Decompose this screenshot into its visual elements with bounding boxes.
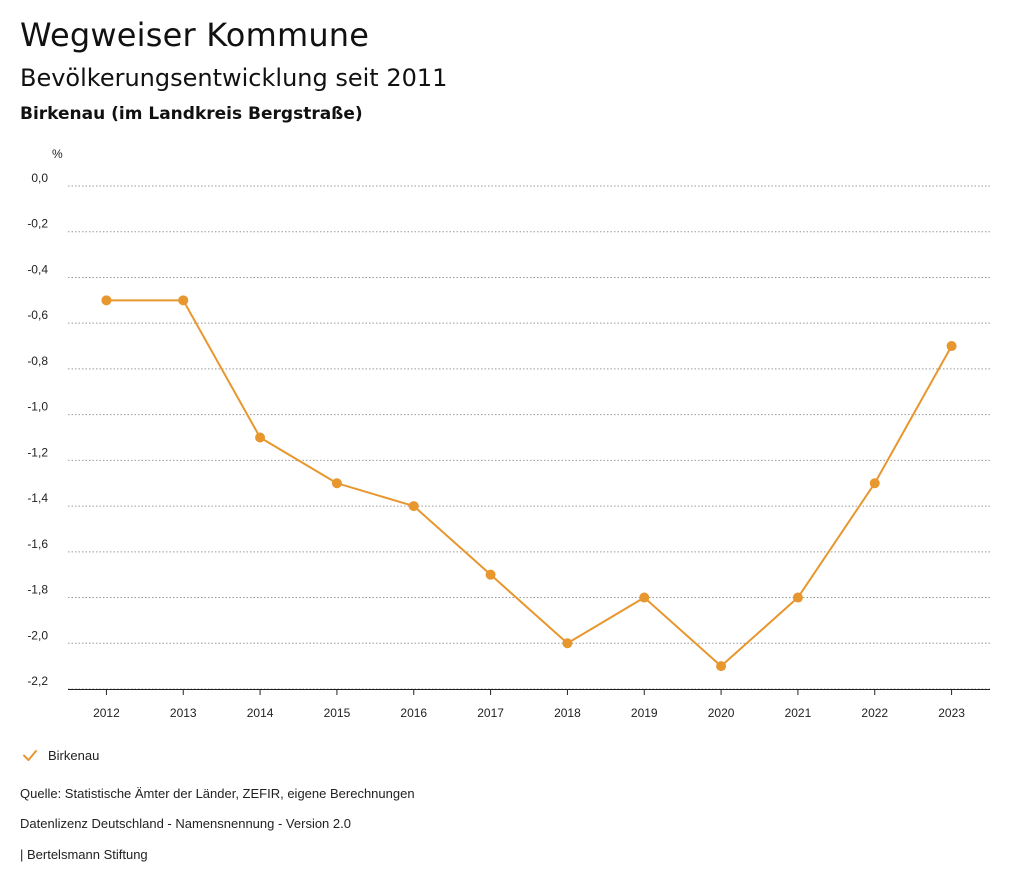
y-tick-label: -0,8 (27, 354, 48, 368)
y-tick-label: -1,2 (27, 445, 48, 459)
x-tick-label: 2018 (554, 706, 581, 720)
y-axis-unit-label: % (52, 147, 63, 161)
y-tick-label: -0,2 (27, 217, 48, 231)
series-line (106, 299, 953, 668)
x-tick-label: 2016 (400, 706, 427, 720)
x-tick-label: 2022 (861, 706, 888, 720)
data-point[interactable] (408, 501, 419, 512)
region-title: Birkenau (im Landkreis Bergstraße) (20, 104, 363, 124)
page-title: Wegweiser Kommune (20, 16, 370, 54)
data-point[interactable] (101, 295, 112, 306)
x-tick-label: 2020 (708, 706, 735, 720)
x-tick-label: 2017 (477, 706, 504, 720)
license-note: Datenlizenz Deutschland - Namensnennung … (20, 816, 351, 831)
x-tick-label: 2015 (324, 706, 351, 720)
y-tick-label: -0,4 (27, 262, 48, 276)
y-tick-label: 0,0 (31, 171, 48, 185)
x-tick-label: 2013 (170, 706, 197, 720)
source-note: Quelle: Statistische Ämter der Länder, Z… (20, 786, 415, 801)
data-point[interactable] (639, 592, 650, 603)
data-point[interactable] (716, 661, 727, 672)
x-tick-label: 2014 (247, 706, 274, 720)
y-tick-label: -2,0 (27, 628, 48, 642)
y-tick-label: -0,6 (27, 308, 48, 322)
legend-label: Birkenau (48, 747, 100, 763)
data-point[interactable] (946, 341, 957, 352)
chart-legend[interactable]: Birkenau (20, 744, 99, 766)
line-chart: 0,0 -0,2 -0,4 -0,6 -0,8 -1,0 -1,2 -1,4 -1,6 -1,8 -… (27, 147, 990, 720)
data-point[interactable] (178, 295, 189, 306)
data-point[interactable] (869, 478, 880, 489)
y-tick-label: -2,2 (27, 674, 48, 688)
y-tick-label: -1,4 (27, 491, 48, 505)
data-point[interactable] (331, 478, 342, 489)
chart-subtitle: Bevölkerungsentwicklung seit 2011 (20, 64, 448, 92)
y-tick-label: -1,8 (27, 583, 48, 597)
x-tick-label: 2023 (938, 706, 965, 720)
data-point[interactable] (255, 432, 266, 443)
data-point[interactable] (562, 638, 573, 649)
data-point[interactable] (485, 569, 496, 580)
x-tick-label: 2012 (93, 706, 120, 720)
y-tick-label: -1,6 (27, 537, 48, 551)
x-tick-label: 2021 (785, 706, 812, 720)
y-tick-label: -1,0 (27, 400, 48, 414)
brand-note: | Bertelsmann Stiftung (20, 847, 148, 862)
check-icon (23, 750, 37, 761)
data-point[interactable] (792, 592, 803, 603)
x-tick-label: 2019 (631, 706, 658, 720)
